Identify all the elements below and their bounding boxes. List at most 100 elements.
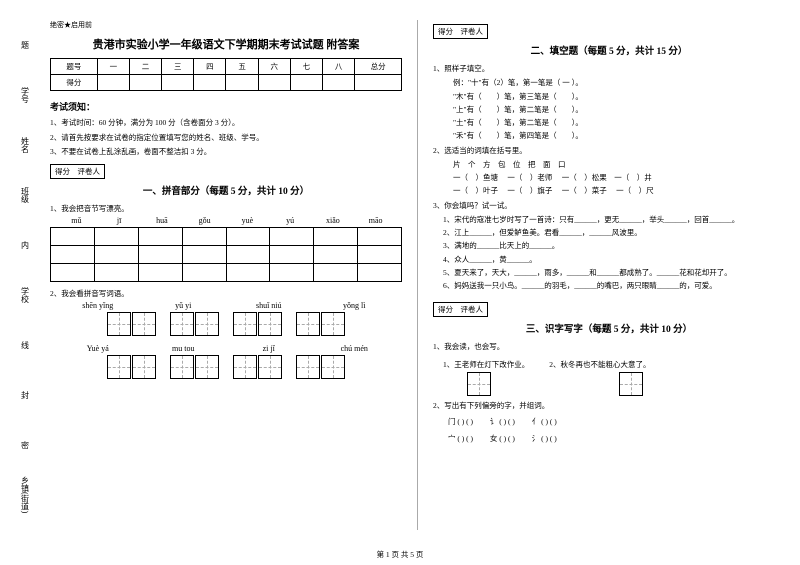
pinyin: mǔ xyxy=(55,216,98,225)
q2-1-item: "上"有（ ）笔，第二笔是（ ）。 xyxy=(453,104,785,115)
char-box xyxy=(321,355,345,379)
pinyin: huā xyxy=(141,216,184,225)
radical-item: 氵 ( ) ( ) xyxy=(532,434,557,443)
q3-1: 1、我会读，也会写。 xyxy=(433,341,785,352)
section3-title: 三、识字写字（每题 5 分，共计 10 分） xyxy=(433,321,785,335)
table-row: 题号 一 二 三 四 五 六 七 八 总分 xyxy=(51,59,402,75)
pinyin: zi jǐ xyxy=(226,344,312,353)
pinyin-row1: mǔ jī huā gǒu yuè yú xiǎo māo xyxy=(50,216,402,225)
exam-title: 贵港市实验小学一年级语文下学期期末考试试题 附答案 xyxy=(50,36,402,52)
char-box xyxy=(107,312,131,336)
char-grid-row-a xyxy=(50,312,402,336)
q1-2: 2、我会看拼音写词语。 xyxy=(50,288,402,299)
q2-1-item: "木"有（ ）笔，第三笔是（ ）。 xyxy=(453,91,785,102)
vlabel: 乡镇(街道) xyxy=(20,470,31,520)
notice-item: 1、考试时间：60 分钟，满分为 100 分（含卷面分 3 分）。 xyxy=(50,118,402,129)
cell: 四 xyxy=(194,59,226,75)
scorer-box: 得分 评卷人 xyxy=(50,164,105,179)
vlabel: 学校 xyxy=(20,270,31,320)
vlabel: 线 xyxy=(20,320,31,370)
radical-item: 亻 ( ) ( ) xyxy=(532,417,557,426)
q2-2-words: 片 个 方 包 位 把 面 口 xyxy=(453,159,785,170)
left-column: 绝密★启用前 贵港市实验小学一年级语文下学期期末考试试题 附答案 题号 一 二 … xyxy=(50,20,402,530)
cell: 七 xyxy=(290,59,322,75)
radical-item: 讠 ( ) ( ) xyxy=(490,417,515,426)
char-box xyxy=(107,355,131,379)
q2-3-item: 6、妈妈送我一只小鸟。______的羽毛，______的嘴巴，两只眼睛_____… xyxy=(443,280,785,291)
vlabel: 内 xyxy=(20,220,31,270)
q3-1-items: 1、王老师在灯下改作业。 2、秋冬再也不能粗心大意了。 xyxy=(443,359,785,370)
q2-3-item: 3、满地的______比天上的______。 xyxy=(443,240,785,251)
vlabel: 班级 xyxy=(20,170,31,220)
char-box xyxy=(132,312,156,336)
pinyin: mu tou xyxy=(141,344,227,353)
q2-1-item: "土"有（ ）笔，第二笔是（ ）。 xyxy=(453,117,785,128)
q2-1-item: "禾"有（ ）笔，第四笔是（ ）。 xyxy=(453,130,785,141)
char-box xyxy=(233,312,257,336)
pinyin: yuè xyxy=(226,216,269,225)
binding-labels: 题 学号 姓名 班级 内 学校 线 封 密 乡镇(街道) xyxy=(5,20,45,520)
char-box xyxy=(170,312,194,336)
score-table: 题号 一 二 三 四 五 六 七 八 总分 得分 xyxy=(50,58,402,91)
char-box xyxy=(170,355,194,379)
scorer-box: 得分 评卷人 xyxy=(433,24,488,39)
cell: 总分 xyxy=(355,59,402,75)
secrecy-label: 绝密★启用前 xyxy=(50,20,402,30)
char-box xyxy=(258,312,282,336)
vlabel: 封 xyxy=(20,370,31,420)
pinyin: shēn yǐng xyxy=(55,301,141,310)
pinyin: yú xyxy=(269,216,312,225)
notice-item: 3、不要在试卷上乱涂乱画，卷面不整洁扣 3 分。 xyxy=(50,147,402,158)
pinyin: jī xyxy=(98,216,141,225)
char-box xyxy=(195,355,219,379)
radical-item: 女 ( ) ( ) xyxy=(490,434,515,443)
char-box xyxy=(233,355,257,379)
radical-item: 宀 ( ) ( ) xyxy=(448,434,473,443)
q2-1: 1、照样子填空。 xyxy=(433,63,785,74)
pinyin-row2b: Yuè yá mu tou zi jǐ chú mén xyxy=(50,344,402,353)
table-row: 得分 xyxy=(51,75,402,91)
write-boxes xyxy=(463,372,785,396)
q2-2: 2、选适当的词填在括号里。 xyxy=(433,145,785,156)
column-divider xyxy=(417,20,418,530)
write-box xyxy=(467,372,491,396)
pinyin: gǒu xyxy=(183,216,226,225)
page-content: 绝密★启用前 贵港市实验小学一年级语文下学期期末考试试题 附答案 题号 一 二 … xyxy=(0,0,800,540)
q2-3-item: 4、众人______，黄______。 xyxy=(443,254,785,265)
char-box xyxy=(258,355,282,379)
radical-item: 门 ( ) ( ) xyxy=(448,417,473,426)
vlabel: 学号 xyxy=(20,70,31,120)
q1-1: 1、我会把音节写漂亮。 xyxy=(50,203,402,214)
cell: 得分 xyxy=(51,75,98,91)
cell: 题号 xyxy=(51,59,98,75)
q2-3: 3、你会填吗？试一试。 xyxy=(433,200,785,211)
pinyin: māo xyxy=(354,216,397,225)
pinyin: Yuè yá xyxy=(55,344,141,353)
q2-2-line: 一（ ）叶子 一（ ）旗子 一（ ）菜子 一（ ）尺 xyxy=(453,185,785,196)
char-box xyxy=(296,355,320,379)
write-box xyxy=(619,372,643,396)
char-box xyxy=(296,312,320,336)
cell: 八 xyxy=(323,59,355,75)
q2-3-item: 5、夏天来了，天大，______，雨多，______和______都成熟了。__… xyxy=(443,267,785,278)
pinyin-grid xyxy=(50,227,402,282)
q2-3-item: 1、宋代的寇准七岁时写了一首诗：只有______，更无______，举头____… xyxy=(443,214,785,225)
q2-1-ex: 例："十"有（2）笔，第一笔是（ 一 ）。 xyxy=(453,77,785,88)
radical-row: 宀 ( ) ( ) 女 ( ) ( ) 氵 ( ) ( ) xyxy=(448,433,785,444)
notice-header: 考试须知： xyxy=(50,100,402,113)
cell: 二 xyxy=(129,59,161,75)
cell: 五 xyxy=(226,59,258,75)
scorer-box: 得分 评卷人 xyxy=(433,302,488,317)
cell: 三 xyxy=(162,59,194,75)
cell: 六 xyxy=(258,59,290,75)
pinyin: yǒng lì xyxy=(312,301,398,310)
cell: 一 xyxy=(97,59,129,75)
q2-2-line: 一（ ）鱼塘 一（ ）老师 一（ ）松果 一（ ）井 xyxy=(453,172,785,183)
pinyin-row2a: shēn yǐng yǔ yi shuǐ niú yǒng lì xyxy=(50,301,402,310)
pinyin: shuǐ niú xyxy=(226,301,312,310)
char-box xyxy=(132,355,156,379)
radical-row: 门 ( ) ( ) 讠 ( ) ( ) 亻 ( ) ( ) xyxy=(448,416,785,427)
section2-title: 二、填空题（每题 5 分，共计 15 分） xyxy=(433,43,785,57)
pinyin: yǔ yi xyxy=(141,301,227,310)
q3-2: 2、写出有下列偏旁的字，并组词。 xyxy=(433,400,785,411)
